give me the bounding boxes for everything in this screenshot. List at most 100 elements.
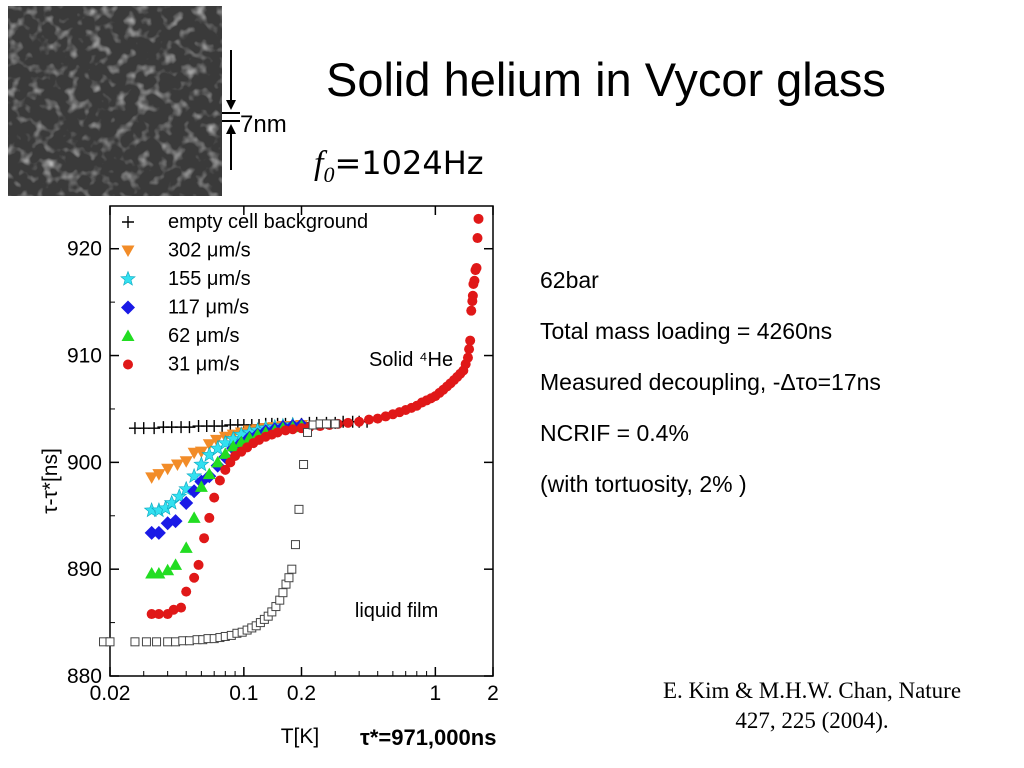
- frequency-symbol: f: [314, 145, 324, 182]
- x-tick-label: 0.02: [90, 682, 131, 705]
- series-5-point: [181, 586, 192, 597]
- x-tick-label: 2: [487, 682, 499, 705]
- series-0-point: [148, 422, 161, 435]
- series-1-point: [145, 472, 159, 484]
- series-5-point: [287, 424, 298, 435]
- series-5-point: [153, 609, 164, 620]
- series-5-point: [372, 413, 383, 424]
- legend-marker: [121, 300, 135, 315]
- citation-line-2: 427, 225 (2004).: [735, 708, 889, 733]
- series-5-point: [272, 427, 283, 438]
- frequency-subscript: 0: [323, 161, 335, 187]
- legend-marker: [121, 329, 135, 341]
- y-tick-label: 890: [67, 558, 102, 581]
- series-5-point: [467, 290, 478, 301]
- series-4-point: [169, 558, 183, 570]
- series-1-point: [210, 434, 224, 447]
- series-6-point: [321, 419, 331, 429]
- series-5-point: [220, 464, 231, 475]
- series-6-point: [152, 637, 162, 647]
- tau-star-note: τ*=971,000ns: [360, 725, 497, 750]
- note-tortuosity: (with tortuosity, 2% ): [540, 471, 747, 497]
- legend-label: empty cell background: [168, 211, 368, 233]
- series-5-point: [465, 335, 476, 346]
- slide-title: Solid helium in Vycor glass: [326, 53, 886, 106]
- series-6-point: [141, 637, 151, 647]
- legend-label: 302 μm/s: [168, 240, 251, 262]
- series-5-point: [209, 492, 220, 503]
- series-6-point: [330, 419, 340, 429]
- series-4-point: [202, 467, 216, 480]
- series-5-point: [199, 533, 210, 544]
- x-tick-label: 1: [430, 682, 442, 705]
- series-0-point: [183, 421, 196, 434]
- series-3-point: [151, 525, 166, 540]
- vycor-micrograph-image: [8, 6, 222, 196]
- note-decoupling: Measured decoupling, -Δτo=17ns: [540, 369, 881, 395]
- series-5-point: [473, 213, 484, 224]
- series-5-point: [363, 414, 374, 425]
- series-2-point: [178, 480, 195, 496]
- series-5-point: [204, 512, 215, 523]
- series-5-point: [189, 572, 200, 583]
- series-6-point: [163, 637, 173, 647]
- y-tick-label: 920: [67, 238, 102, 261]
- series-3-point: [144, 525, 159, 540]
- series-1-point: [202, 439, 216, 451]
- series-4-point: [179, 541, 193, 553]
- series-4-point: [161, 563, 175, 576]
- x-axis-label: T[K]: [281, 725, 320, 748]
- series-1-point: [152, 469, 166, 481]
- series-1-point: [170, 459, 184, 471]
- legend-label: 155 μm/s: [168, 268, 251, 290]
- series-3-point: [179, 495, 194, 510]
- series-6-point: [287, 564, 297, 574]
- series-5-point: [193, 559, 204, 570]
- citation-line-1: E. Kim & M.H.W. Chan, Nature: [662, 678, 962, 703]
- y-axis-label: τ-τ*[ns]: [39, 448, 62, 514]
- series-6-point: [184, 636, 194, 646]
- series-5-point: [471, 262, 482, 273]
- series-6-point: [105, 637, 115, 647]
- series-6-point: [130, 637, 140, 647]
- scatter-plot: 880 890 900 910 920 0.02 0.1 0.2 1 2 T[K] τ-τ*[ns] e…: [39, 205, 499, 748]
- series-4-point: [218, 447, 232, 459]
- series-5-point: [466, 305, 477, 316]
- scale-bar-arrows: [218, 50, 248, 170]
- series-5-point: [176, 602, 187, 613]
- series-6-point: [290, 540, 300, 550]
- legend-marker: [123, 359, 133, 370]
- legend-label: 62 μm/s: [168, 325, 240, 347]
- series-2-point: [193, 456, 210, 472]
- legend-marker: [121, 245, 135, 257]
- frequency-value: =1024Hz: [334, 144, 484, 182]
- series-4-point: [226, 439, 240, 452]
- series-6-point: [299, 460, 309, 469]
- series-5-point: [462, 352, 473, 363]
- series-6-point: [303, 427, 313, 437]
- series-1-point: [194, 446, 208, 459]
- series-0-point: [137, 422, 150, 435]
- x-tick-label: 0.1: [229, 682, 258, 705]
- y-tick-label: 880: [67, 665, 102, 688]
- frequency-label: f0=1024Hz: [314, 144, 484, 188]
- series-6-point: [284, 573, 294, 583]
- legend-marker: [122, 216, 134, 228]
- series-2-point: [171, 488, 188, 504]
- legend-label: 31 μm/s: [168, 354, 240, 376]
- series-5-point: [469, 275, 480, 286]
- series-5-point: [146, 609, 157, 620]
- y-tick-label: 910: [67, 345, 102, 368]
- series-4-point: [152, 566, 166, 579]
- series-1-point: [161, 463, 175, 476]
- series-5-point: [214, 475, 225, 486]
- series-5-point: [354, 416, 365, 427]
- series-5-point: [464, 344, 475, 355]
- series-4-point: [187, 511, 201, 523]
- note-pressure: 62bar: [540, 267, 599, 293]
- notes-block: 62bar Total mass loading = 4260ns Measur…: [540, 255, 881, 510]
- series-4-point: [211, 455, 225, 468]
- series-2-point: [186, 467, 203, 483]
- x-tick-label: 0.2: [287, 682, 316, 705]
- legend-label: 117 μm/s: [168, 297, 249, 319]
